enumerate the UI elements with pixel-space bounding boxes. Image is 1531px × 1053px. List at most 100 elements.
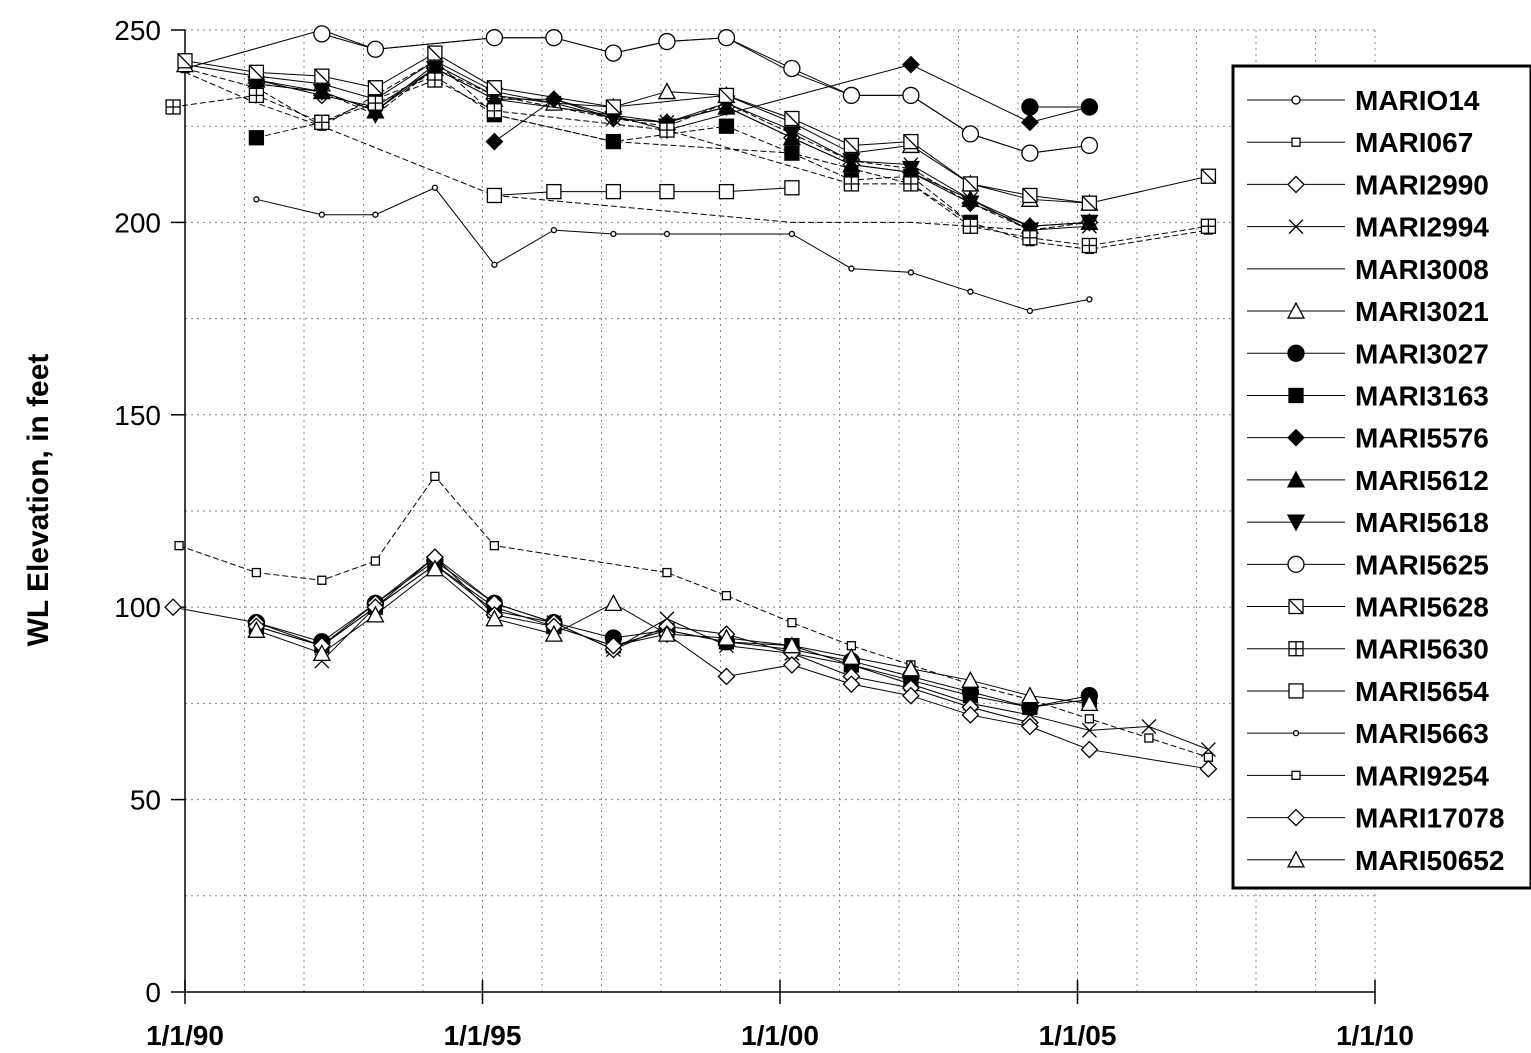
legend-label: MARI3021 [1355,296,1489,327]
series-line [184,60,1090,204]
legend-label: MARI2990 [1355,169,1489,200]
legend-label: MARI17078 [1355,803,1504,834]
series-line [256,67,1090,231]
legend-label: MARIO14 [1355,85,1480,116]
data-point [1286,514,1306,532]
series-layer [164,25,1218,778]
data-point [1286,850,1306,868]
legend: MARIO14 MARI067 MARI2990 MARI2994 MARI3008 MA… [1231,64,1531,890]
data-point [248,130,265,146]
data-point [366,40,385,58]
data-point [967,288,974,295]
series-unlabeled [314,557,1216,758]
data-point [314,68,330,84]
data-point [425,60,444,78]
series-line [173,79,1209,246]
x-tick-label: 1/1/00 [741,1020,819,1051]
data-point [486,80,503,96]
legend-entry: MARI2990 [1247,169,1489,200]
data-point [427,72,443,88]
data-point [545,29,563,47]
data-point [1288,598,1304,615]
series-line [321,564,1209,751]
data-point [783,59,801,78]
legend-label: MARI5654 [1355,676,1489,707]
data-point [366,605,385,623]
data-point [1287,808,1305,827]
data-point [486,103,503,119]
data-point [848,265,855,272]
data-point [164,598,183,617]
legend-entry: MARI17078 [1247,803,1504,834]
data-point [961,706,980,724]
data-point [658,32,676,51]
y-tick-label: 200 [114,207,161,238]
series-mari9254 [174,471,1214,762]
data-point [784,145,800,161]
legend-label: MARI3163 [1355,380,1489,411]
legend-label: MARI9254 [1355,760,1489,791]
data-point [782,656,801,674]
data-point [843,176,860,192]
data-point [1081,722,1097,738]
legend-label: MARI5618 [1355,507,1489,538]
data-point [604,636,623,655]
data-point [842,86,861,105]
data-point [1080,136,1099,155]
legend-entry: MARI50652 [1247,845,1504,876]
data-point [1292,730,1300,737]
data-point [1288,219,1304,235]
data-point [312,83,331,101]
data-point [544,624,563,642]
legend-entry: MARI3163 [1247,380,1489,411]
legend-entry: MARI5654 [1247,676,1489,707]
data-point [546,183,562,200]
data-point [485,132,504,151]
data-point [314,114,330,131]
data-point [1020,717,1039,736]
data-point [1291,95,1301,105]
series-mari5663 [253,184,1093,315]
data-point [485,609,504,627]
data-point [489,540,500,551]
series-mari5628 [177,45,1217,211]
data-point [842,153,861,171]
data-point [901,160,920,178]
legend-entry: MARI3027 [1247,338,1489,369]
data-point [605,99,622,115]
data-point [843,137,860,154]
data-point [491,261,498,268]
data-point [842,675,861,694]
data-point [1286,301,1306,319]
x-tick-label: 1/1/95 [444,1020,522,1051]
series-line [178,475,1209,758]
data-point [174,540,184,551]
data-point [903,133,919,150]
data-point [1020,686,1039,704]
data-point [961,125,980,143]
x-tick-label: 1/1/90 [146,1020,224,1051]
data-point [1200,218,1217,234]
legend-label: MARI3027 [1355,338,1489,369]
data-point [903,176,919,192]
legend-entry: MARI5628 [1247,592,1489,623]
data-point [605,183,622,200]
data-point [901,55,920,74]
y-tick-label: 100 [114,592,161,623]
y-tick-label: 250 [114,15,161,46]
x-tick-label: 1/1/05 [1039,1020,1117,1051]
data-point [550,226,558,234]
y-axis-label: WL Elevation, in feet [22,354,55,647]
series-line [256,187,1090,312]
data-point [248,87,265,104]
data-point [367,80,384,96]
data-point [312,643,331,662]
data-point [718,118,735,134]
legend-entry: MARI5576 [1247,423,1489,454]
data-point [253,196,260,203]
data-point [610,230,617,238]
data-point [657,82,677,100]
data-point [1291,770,1301,781]
legend-label: MARI5663 [1355,718,1489,749]
